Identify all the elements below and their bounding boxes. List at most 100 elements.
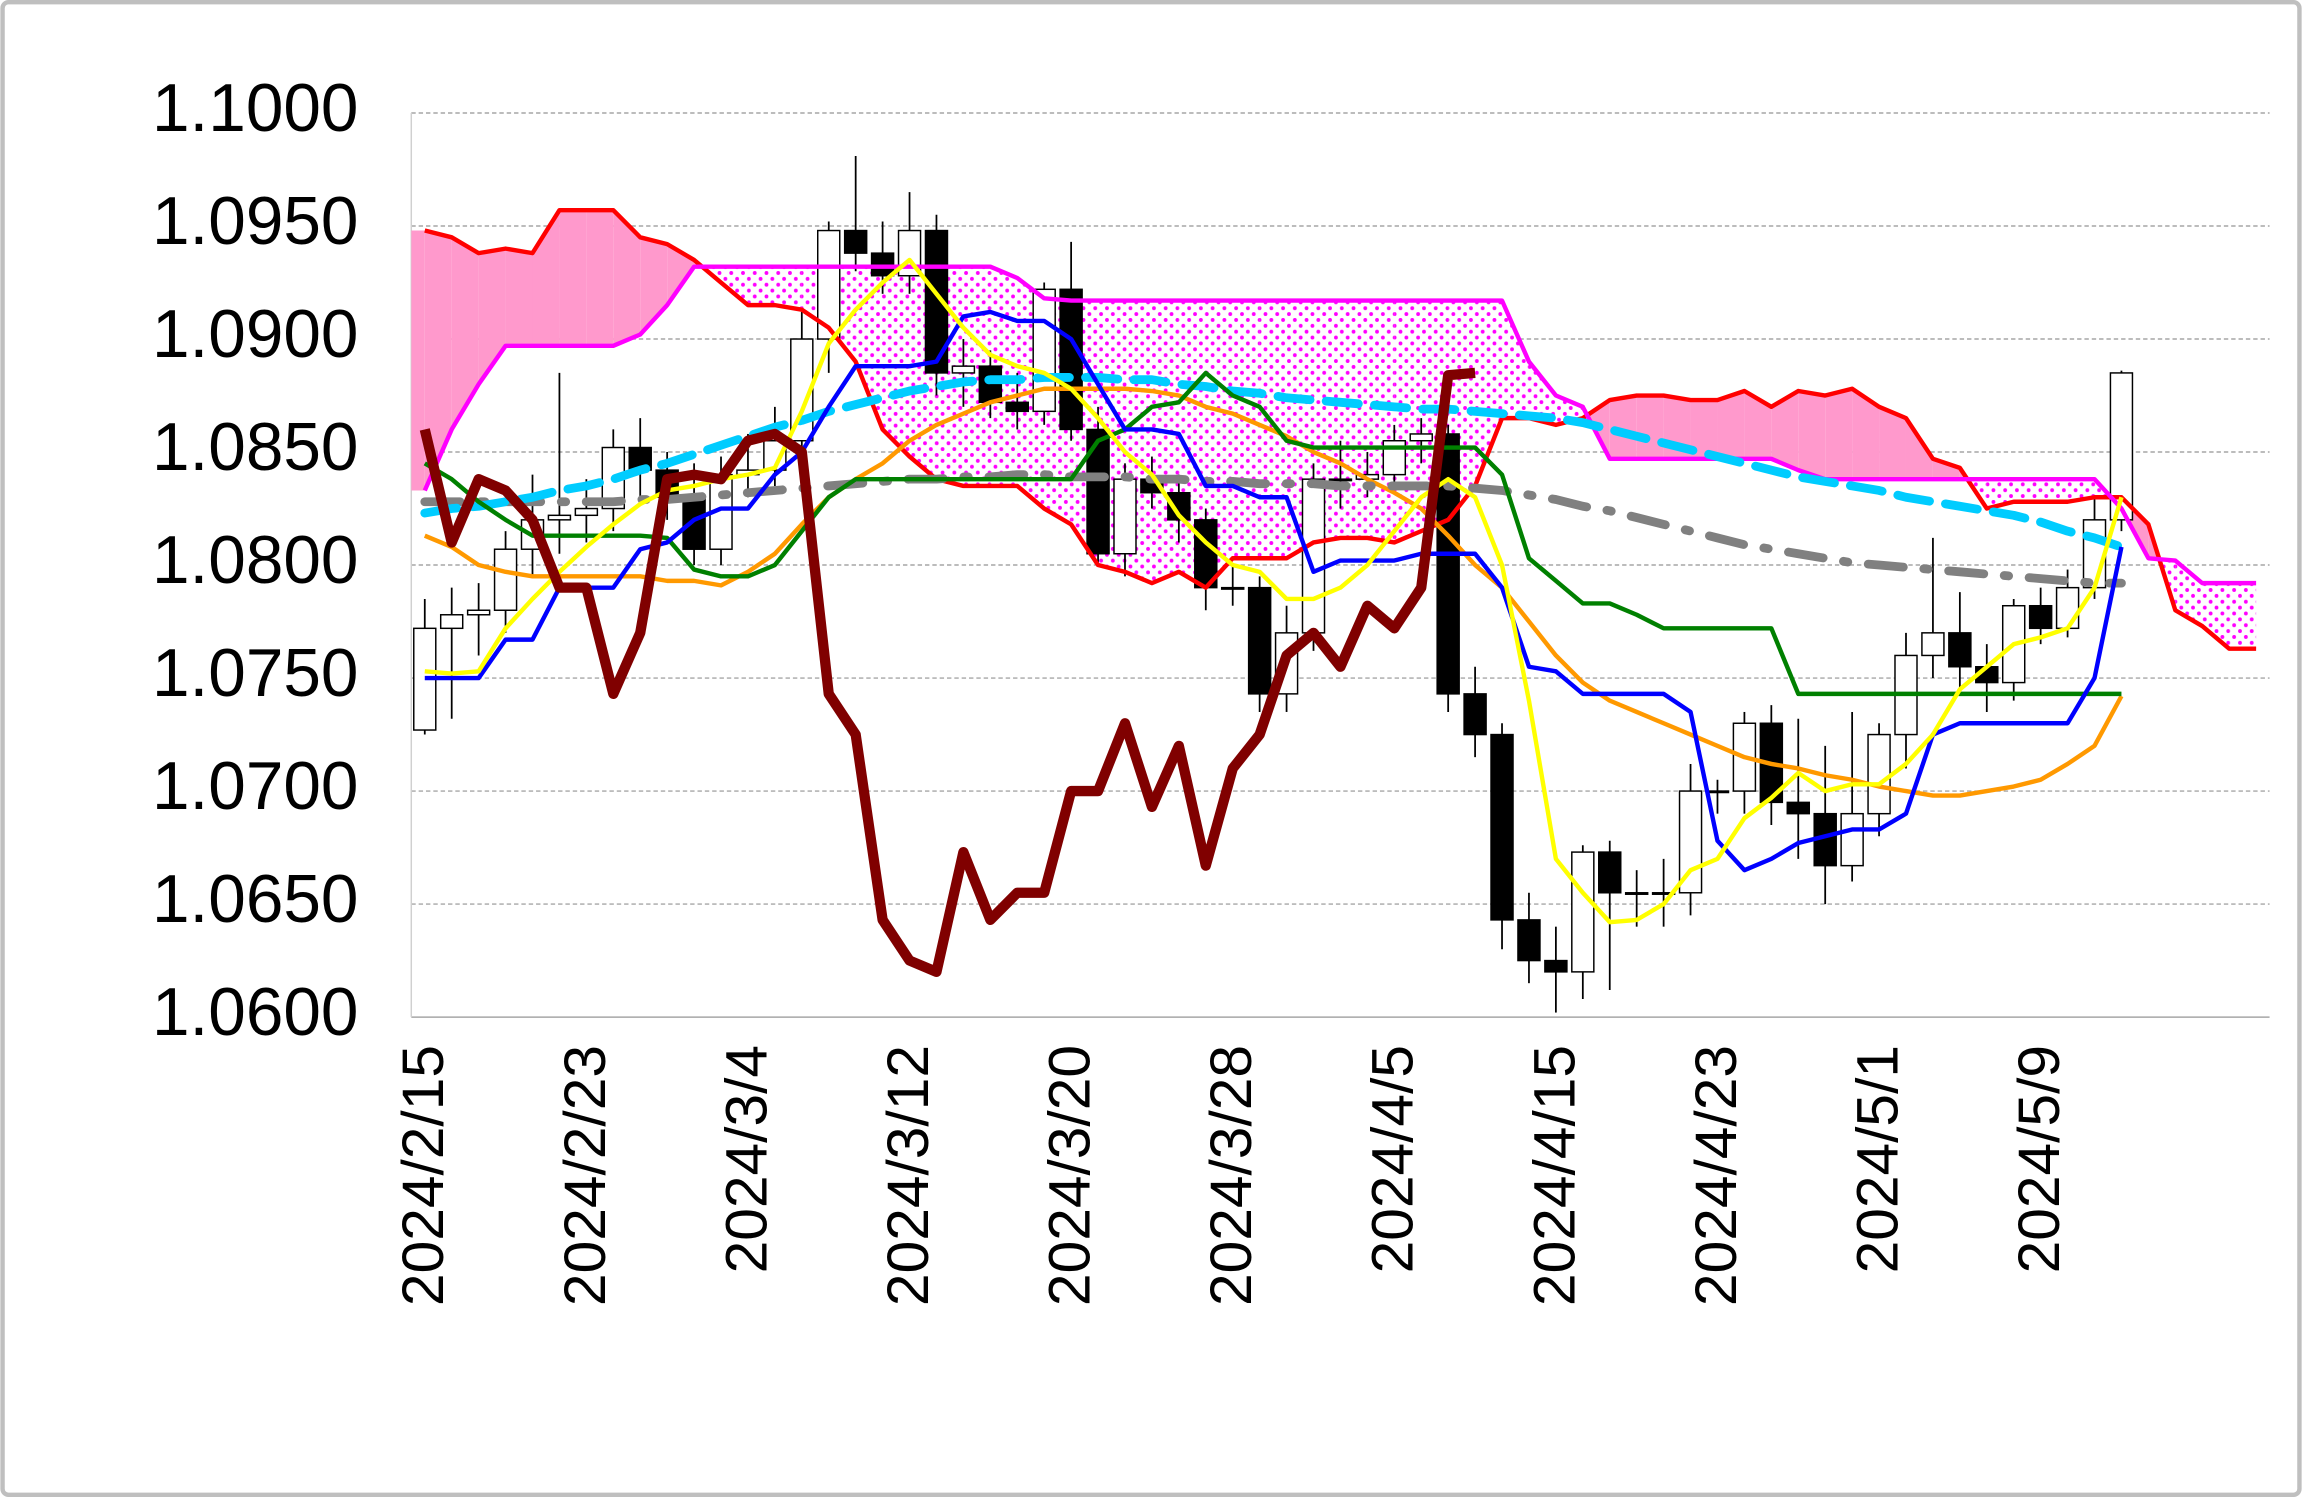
cloud-fill <box>855 266 883 430</box>
y-tick-label: 1.0950 <box>152 184 358 259</box>
candle-body <box>1220 586 1245 590</box>
x-tick-label: 2024/5/9 <box>2007 1045 2072 1273</box>
x-tick-label: 2024/3/28 <box>1199 1045 1264 1306</box>
x-tick-label: 2024/3/20 <box>1038 1045 1103 1306</box>
cloud-fill <box>411 230 425 491</box>
cloud-fill <box>667 244 695 306</box>
cloud-fill <box>2094 479 2112 498</box>
series-line <box>423 370 2122 697</box>
cloud-fill <box>2040 479 2068 502</box>
y-tick-label: 1.0800 <box>152 523 358 598</box>
y-tick-label: 1.0850 <box>152 410 358 485</box>
series-line <box>423 386 2124 798</box>
candle-body <box>1247 586 1272 695</box>
x-tick-label: 2024/4/15 <box>1522 1045 1587 1306</box>
candle-body <box>1490 733 1514 921</box>
candle-body <box>870 252 895 277</box>
cloud-fill <box>1690 400 1718 459</box>
candle-body <box>951 365 976 374</box>
cloud-fill <box>1232 300 1260 559</box>
series-line <box>422 264 2257 586</box>
candle-body <box>1571 851 1595 973</box>
cloud-fill <box>1771 391 1799 471</box>
candle-body <box>547 514 572 521</box>
cloud-fill <box>1475 300 1503 486</box>
cloud-fill <box>1205 300 1233 588</box>
cloud-fill <box>1528 361 1556 425</box>
cloud-fill <box>1798 391 1826 480</box>
cloud-fill <box>1609 395 1637 459</box>
cloud-fill <box>1636 395 1664 459</box>
cloud-fill <box>963 266 991 486</box>
cloud-fill <box>1825 388 1853 480</box>
candle-body <box>574 507 599 517</box>
x-tick-label: 2024/2/23 <box>553 1045 618 1306</box>
cloud-fill <box>2013 479 2041 502</box>
candle-body <box>1921 632 1945 657</box>
y-tick-label: 1.0900 <box>152 297 358 372</box>
cloud-fill <box>451 237 479 430</box>
cloud-fill <box>1932 458 1960 480</box>
candle-body <box>1624 892 1649 895</box>
cloud-fill <box>882 266 910 457</box>
candle-body <box>1840 812 1864 867</box>
cloud-fill <box>2229 583 2257 649</box>
cloud-fill <box>1744 391 1772 459</box>
y-tick-label: 1.0600 <box>152 975 358 1050</box>
cloud-fill <box>1905 418 1933 480</box>
x-tick-label: 2024/3/12 <box>876 1045 941 1306</box>
y-tick-label: 1.0700 <box>152 749 358 824</box>
candle-body <box>2109 372 2134 521</box>
candle-body <box>1328 478 1353 482</box>
cloud-fill <box>586 210 614 346</box>
candle-body <box>1786 801 1811 815</box>
y-tick-label: 1.1000 <box>152 71 358 146</box>
candle-body <box>1032 288 1056 413</box>
candle-body <box>2055 586 2080 630</box>
candle-body <box>1517 919 1541 962</box>
candle-body <box>439 614 464 630</box>
candle-body <box>1463 693 1487 736</box>
candle-body <box>493 548 518 611</box>
cloud-fill <box>2202 583 2230 649</box>
candle-body <box>1113 478 1137 555</box>
series-line <box>419 367 1476 978</box>
candle-body <box>2028 604 2053 630</box>
series-line <box>424 309 2124 873</box>
cloud-fill <box>1151 300 1179 584</box>
candle-body <box>1436 433 1460 695</box>
candle-body <box>1086 428 1110 555</box>
cloud-fill <box>1717 391 1745 459</box>
candle-body <box>1598 851 1622 894</box>
y-tick-label: 1.0650 <box>152 862 358 937</box>
series-line <box>420 373 2126 552</box>
candle-body <box>978 365 1003 404</box>
y-tick-label: 1.0750 <box>152 636 358 711</box>
cloud-fill <box>1340 300 1368 538</box>
cloud-fill <box>1879 406 1906 480</box>
candle-body <box>1705 790 1730 794</box>
cloud-fill <box>721 266 748 306</box>
candle-body <box>843 229 868 254</box>
series-line <box>424 257 2124 925</box>
candle-body <box>1167 491 1191 521</box>
cloud-fill <box>747 266 775 306</box>
cloud-fill <box>2067 479 2095 502</box>
series-line <box>424 207 2257 651</box>
candle-body <box>1867 733 1891 815</box>
candle-body <box>682 496 706 550</box>
x-tick-label: 2024/4/23 <box>1684 1045 1749 1306</box>
candle-body <box>1409 433 1433 442</box>
cloud-fill <box>2175 560 2203 627</box>
cloud-fill <box>1367 300 1395 543</box>
candle-body <box>1059 288 1083 431</box>
cloud-fill <box>1502 300 1529 419</box>
x-tick-label: 2024/5/1 <box>1845 1045 1910 1273</box>
candle-body <box>1005 401 1030 413</box>
cloud-fill <box>613 210 641 346</box>
x-tick-label: 2024/3/4 <box>714 1045 779 1273</box>
cloud-fill <box>1852 388 1880 480</box>
